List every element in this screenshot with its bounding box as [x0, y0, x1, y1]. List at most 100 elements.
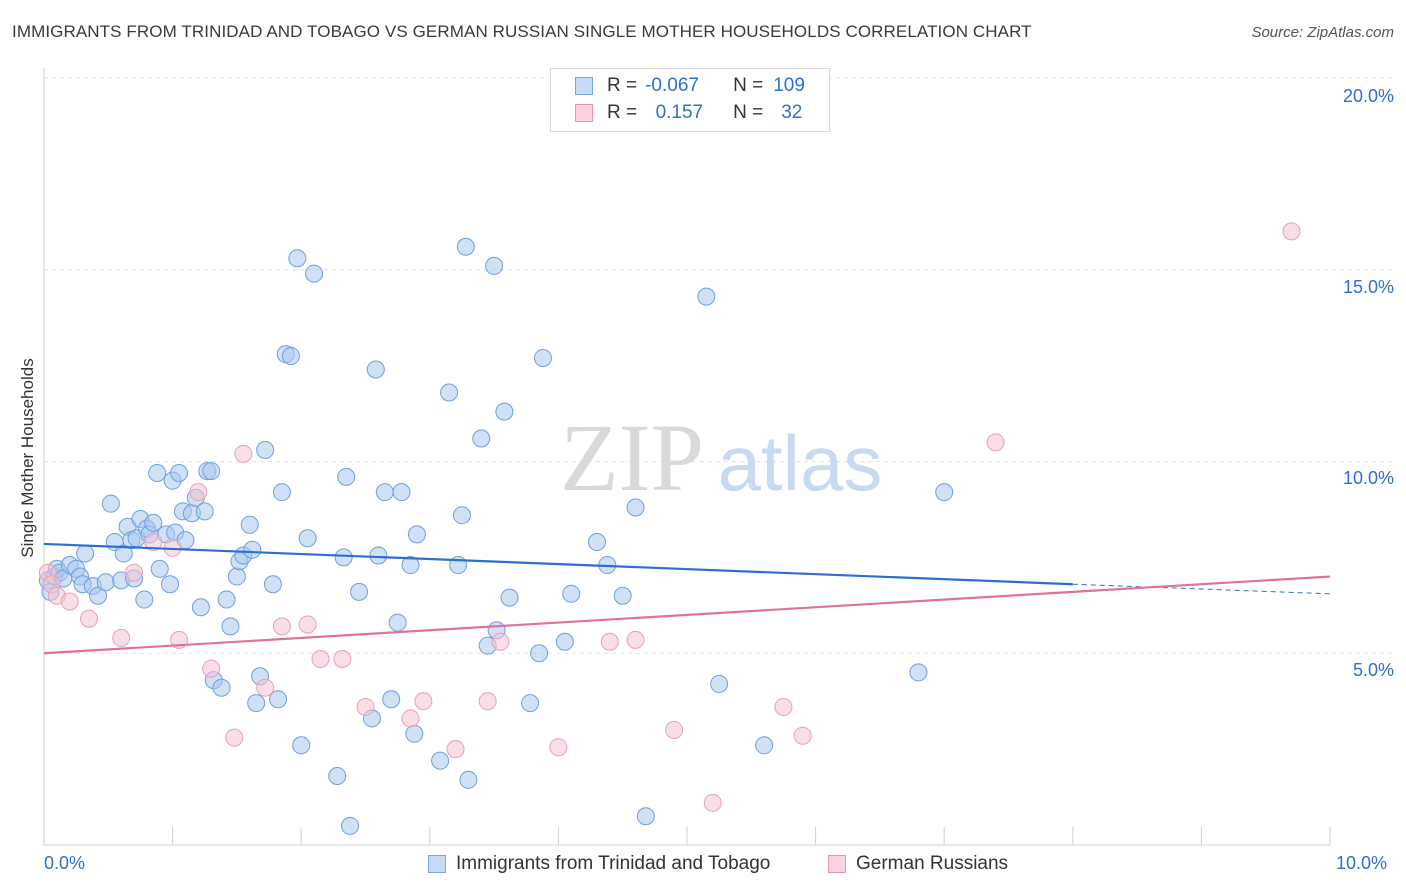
data-point-trinidad: [530, 644, 549, 663]
data-point-german-russian: [1282, 222, 1301, 241]
data-point-trinidad: [337, 467, 356, 486]
data-point-trinidad: [431, 751, 450, 770]
legend-swatch-pink: [575, 104, 593, 122]
data-point-german-russian: [333, 650, 352, 669]
legend-swatch-blue: [575, 77, 593, 95]
data-point-trinidad: [191, 598, 210, 617]
y-tick-label: 15.0%: [1342, 277, 1394, 297]
data-point-trinidad: [636, 807, 655, 826]
data-point-german-russian: [665, 720, 684, 739]
legend-label: Immigrants from Trinidad and Tobago: [456, 853, 771, 874]
watermark-atlas: atlas: [718, 419, 883, 507]
data-point-german-russian: [112, 628, 131, 647]
data-point-trinidad: [366, 360, 385, 379]
data-point-german-russian: [774, 697, 793, 716]
data-point-trinidad: [533, 348, 552, 367]
data-point-trinidad: [472, 429, 491, 448]
data-point-german-russian: [60, 592, 79, 611]
data-point-trinidad: [500, 588, 519, 607]
data-point-trinidad: [135, 590, 154, 609]
data-point-trinidad: [269, 690, 288, 709]
data-point-trinidad: [459, 770, 478, 789]
data-point-trinidad: [375, 483, 394, 502]
data-point-trinidad: [217, 590, 236, 609]
data-point-trinidad: [101, 494, 120, 513]
data-point-german-russian: [234, 444, 253, 463]
legend-swatch-blue: [428, 855, 446, 873]
data-point-trinidad: [710, 674, 729, 693]
chart-title: IMMIGRANTS FROM TRINIDAD AND TOBAGO VS G…: [12, 22, 1032, 41]
x-tick-label-min: 0.0%: [44, 853, 86, 873]
gridlines: [44, 77, 1392, 654]
data-point-trinidad: [495, 402, 514, 421]
n-value: 109: [773, 75, 805, 96]
data-point-trinidad: [485, 256, 504, 275]
data-point-german-russian: [256, 678, 275, 697]
data-point-trinidad: [587, 533, 606, 552]
n-value: 32: [781, 102, 803, 123]
n-label: N =: [733, 75, 764, 96]
data-point-trinidad: [626, 498, 645, 517]
y-tick-label: 20.0%: [1342, 86, 1394, 106]
data-point-trinidad: [407, 525, 426, 544]
data-point-german-russian: [986, 433, 1005, 452]
data-point-trinidad: [305, 264, 324, 283]
source-label: Source: ZipAtlas.com: [1251, 24, 1394, 41]
data-point-trinidad: [292, 736, 311, 755]
data-point-trinidad: [405, 724, 424, 743]
data-point-german-russian: [600, 632, 619, 651]
axes: [43, 68, 1331, 846]
data-point-german-russian: [446, 740, 465, 759]
data-point-german-russian: [793, 726, 812, 745]
trend-line-trinidad: [43, 542, 1073, 586]
data-point-trinidad: [328, 766, 347, 785]
legend-swatch-pink: [828, 855, 846, 873]
data-point-trinidad: [452, 506, 471, 525]
data-point-trinidad: [755, 736, 774, 755]
data-point-german-russian: [202, 659, 221, 678]
series-trinidad-points: [38, 237, 954, 835]
trend-line-german-russian: [43, 575, 1331, 655]
data-point-trinidad: [440, 383, 459, 402]
data-point-trinidad: [256, 440, 275, 459]
legend-row-trinidad: R = -0.067 N = 109: [575, 74, 805, 98]
trend-line-trinidad-extension: [1072, 583, 1331, 595]
data-point-trinidad: [281, 347, 300, 366]
r-label: R =: [607, 75, 638, 96]
legend-row-german-russian: R = 0.157 N = 32: [575, 101, 802, 125]
data-point-german-russian: [125, 563, 144, 582]
data-point-trinidad: [150, 559, 169, 578]
data-point-trinidad: [382, 690, 401, 709]
data-point-trinidad: [350, 582, 369, 601]
legend-item-german-russian: German Russians: [828, 852, 1008, 876]
legend-item-trinidad: Immigrants from Trinidad and Tobago: [428, 852, 770, 876]
data-point-trinidad: [562, 584, 581, 603]
data-point-trinidad: [613, 586, 632, 605]
data-point-german-russian: [626, 630, 645, 649]
data-point-trinidad: [369, 546, 388, 565]
data-point-trinidad: [697, 287, 716, 306]
data-point-trinidad: [240, 515, 259, 534]
data-point-german-russian: [401, 709, 420, 728]
data-point-german-russian: [80, 609, 99, 628]
data-point-trinidad: [392, 483, 411, 502]
n-label: N =: [733, 102, 764, 123]
data-point-trinidad: [334, 548, 353, 567]
data-point-trinidad: [221, 617, 240, 636]
data-point-german-russian: [225, 728, 244, 747]
data-point-trinidad: [298, 529, 317, 548]
data-point-trinidad: [521, 694, 540, 713]
data-point-trinidad: [555, 632, 574, 651]
data-point-trinidad: [202, 462, 221, 481]
data-point-trinidad: [272, 483, 291, 502]
data-point-german-russian: [703, 793, 722, 812]
y-tick-label: 5.0%: [1352, 660, 1394, 680]
trend-lines: [43, 542, 1331, 655]
data-point-german-russian: [549, 738, 568, 757]
data-point-trinidad: [212, 678, 231, 697]
r-label: R =: [607, 102, 638, 123]
data-point-trinidad: [341, 816, 360, 835]
data-point-trinidad: [144, 513, 163, 532]
data-point-trinidad: [909, 663, 928, 682]
